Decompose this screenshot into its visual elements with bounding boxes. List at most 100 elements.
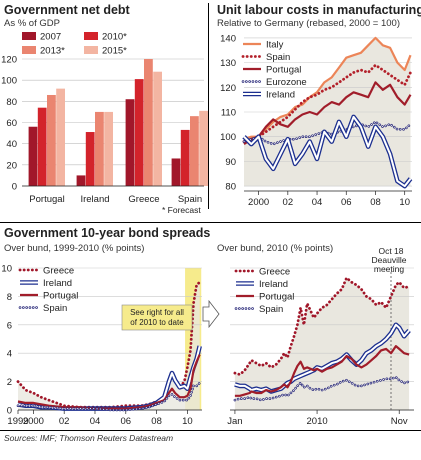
spreads-xtick-label: 2000 <box>23 416 44 427</box>
legend-debt-label: 2010* <box>102 32 127 43</box>
debt-xtick-label: Ireland <box>80 194 109 205</box>
legend-debt-swatch <box>22 32 36 40</box>
legend-debt-swatch <box>84 32 98 40</box>
legend-spain-label: Spain <box>266 52 290 63</box>
ulc-ytick-label: 80 <box>225 182 236 193</box>
legend-debt-label: 2013* <box>40 46 65 57</box>
spreads-subtitle-left: Over bund, 1999-2010 (% points) <box>4 243 145 254</box>
spreads2010-xtick-label: Jan <box>227 416 242 427</box>
series-ireland-line <box>243 115 412 188</box>
spreads-xtick-label: 1999 <box>7 416 28 427</box>
spreads-ytick-label: 6 <box>7 320 12 331</box>
event-label-date: Oct 18 <box>378 246 403 256</box>
debt-bar-ireland-2007 <box>76 175 86 186</box>
spreads2010-shaded-area <box>234 277 410 410</box>
debt-ytick-label: 60 <box>6 118 17 129</box>
series-spain-line <box>234 376 410 401</box>
ulc-xtick-label: 10 <box>399 197 410 208</box>
ulc-ytick-label: 140 <box>220 33 236 44</box>
ulc-xtick-label: 04 <box>312 197 323 208</box>
ulc-title: Unit labour costs in manufacturing <box>217 3 421 17</box>
debt-ytick-label: 80 <box>6 97 17 108</box>
footer-divider <box>0 430 421 431</box>
debt-title: Government net debt <box>4 3 130 17</box>
legend-ireland-label: Ireland <box>266 90 295 101</box>
spreads-ytick-label: 10 <box>1 264 12 275</box>
debt-bar-ireland-2013 <box>95 111 104 186</box>
spreads-ytick-label: 8 <box>7 292 12 303</box>
legend-greece-label: Greece <box>43 266 74 277</box>
ulc-subtitle: Relative to Germany (rebased, 2000 = 100… <box>217 18 400 29</box>
legend-italy-label: Italy <box>266 40 284 51</box>
spreads-xtick-label: 10 <box>182 416 193 427</box>
debt-subtitle: As % of GDP <box>4 18 60 29</box>
series-spain-line <box>242 63 412 143</box>
debt-xtick-label: Portugal <box>29 194 64 205</box>
ulc-ytick-label: 120 <box>220 83 236 94</box>
series-italy-line <box>243 36 412 141</box>
spreads-xtick-label: 08 <box>151 416 162 427</box>
spreads-xtick-label: 02 <box>59 416 70 427</box>
source-note: Sources: IMF; Thomson Reuters Datastream <box>4 433 174 443</box>
ulc-ytick-label: 130 <box>220 58 236 69</box>
ulc-xtick-label: 06 <box>341 197 352 208</box>
debt-ytick-label: 100 <box>1 76 17 87</box>
debt-bar-spain-2013 <box>190 116 199 186</box>
panel-divider <box>208 3 209 209</box>
debt-bar-portugal-2015 <box>56 88 65 186</box>
callout-text-line1: See right for all <box>130 308 184 317</box>
legend-ireland-label: Ireland <box>43 278 72 289</box>
spreads2010-xtick-label: Nov <box>391 416 408 427</box>
debt-ytick-label: 120 <box>1 55 17 66</box>
spreads-subtitle-right: Over bund, 2010 (% points) <box>217 243 334 254</box>
debt-bar-portugal-2010 <box>37 107 47 186</box>
legend-debt-label: 2015* <box>102 46 127 57</box>
callout-box <box>121 304 193 331</box>
legend-spain-label: Spain <box>43 303 67 314</box>
legend-portugal-label: Portugal <box>259 292 294 303</box>
ulc-xtick-label: 08 <box>370 197 381 208</box>
legend-spain-label: Spain <box>259 304 283 315</box>
series-portugal-line <box>17 354 201 410</box>
legend-debt-swatch <box>84 46 98 54</box>
ulc-xtick-label: 2000 <box>248 197 269 208</box>
debt-ytick-label: 40 <box>6 139 17 150</box>
debt-bar-spain-2007 <box>171 158 181 186</box>
spreads-xtick-label: 06 <box>120 416 131 427</box>
legend-eurozone-label: Eurozone <box>266 77 307 88</box>
spreads-ytick-label: 0 <box>7 406 12 417</box>
callout-arrow <box>202 299 220 329</box>
spreads-ytick-label: 2 <box>7 377 12 388</box>
event-label-place: Deauville <box>372 255 407 265</box>
event-label-meeting: meeting <box>374 264 405 274</box>
debt-bar-portugal-2007 <box>28 126 38 186</box>
legend-portugal-label: Portugal <box>266 65 301 76</box>
series-spain-line <box>17 382 201 411</box>
legend-debt-swatch <box>22 46 36 54</box>
series-greece-line <box>233 275 411 377</box>
debt-bar-ireland-2010 <box>85 132 95 186</box>
series-portugal-line <box>243 81 412 146</box>
ulc-ytick-label: 100 <box>220 132 236 143</box>
debt-bar-greece-2010 <box>134 79 144 186</box>
callout-text-line2: of 2010 to date <box>130 318 184 327</box>
debt-ytick-label: 0 <box>12 182 17 193</box>
ulc-xtick-label: 02 <box>283 197 294 208</box>
ulc-ytick-label: 90 <box>225 157 236 168</box>
legend-ireland-label: Ireland <box>259 279 288 290</box>
spreads-xtick-label: 04 <box>90 416 101 427</box>
series-portugal-line <box>234 345 410 397</box>
debt-bar-spain-2015 <box>199 110 208 186</box>
debt-bar-greece-2015 <box>153 71 162 186</box>
ulc-ytick-label: 110 <box>221 108 236 119</box>
debt-bar-greece-2007 <box>125 99 135 186</box>
debt-bar-ireland-2015 <box>104 111 113 186</box>
spreads2010-xtick-label: 2010 <box>307 416 328 427</box>
debt-bar-greece-2013 <box>144 59 153 186</box>
section-divider <box>0 222 421 223</box>
forecast-note: * Forecast <box>162 205 201 215</box>
debt-bar-portugal-2013 <box>47 94 56 186</box>
debt-ytick-label: 20 <box>6 160 17 171</box>
debt-xtick-label: Spain <box>178 194 202 205</box>
